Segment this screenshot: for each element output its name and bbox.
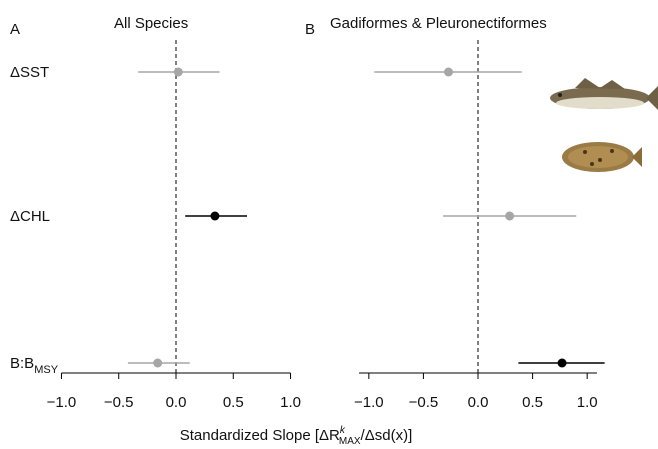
panel-title: All Species: [114, 15, 188, 32]
flounder-illustration: [562, 142, 642, 172]
x-axis-title-text: /Δsd(x)]: [361, 427, 413, 444]
x-tick-label: 1.0: [577, 394, 598, 411]
y-category-label: B:BMSY: [10, 355, 59, 376]
x-axis-title-sup: k: [340, 425, 346, 436]
y-category-label: ΔCHL: [10, 208, 50, 225]
x-tick-label: 1.0: [280, 394, 301, 411]
point-estimate: [153, 358, 163, 368]
x-axis-title: Standardized Slope [ΔRk MAX/Δsd(x)]: [180, 425, 412, 447]
panel-letter: A: [10, 21, 20, 38]
x-tick-label: 0.0: [468, 394, 489, 411]
panel-title: Gadiformes & Pleuronectiformes: [330, 15, 547, 32]
point-estimate: [173, 67, 183, 77]
x-tick-label: −1.0: [354, 394, 384, 411]
point-estimate: [210, 211, 220, 221]
y-category-label-sub: MSY: [34, 364, 59, 376]
x-tick-label: −1.0: [47, 394, 77, 411]
cod-illustration: [550, 78, 658, 110]
y-category-label: ΔSST: [10, 64, 49, 81]
x-tick-label: 0.5: [522, 394, 543, 411]
point-estimate: [444, 67, 454, 77]
y-category-label-text: B:B: [10, 355, 34, 372]
panel-letter: B: [305, 21, 315, 38]
x-tick-label: 0.0: [166, 394, 187, 411]
point-estimate: [557, 358, 567, 368]
x-tick-label: −0.5: [104, 394, 134, 411]
x-axis-title-sub: MAX: [339, 436, 361, 447]
x-axis-title-text: Standardized Slope [ΔR: [180, 427, 340, 444]
x-tick-label: −0.5: [409, 394, 439, 411]
x-tick-label: 0.5: [223, 394, 244, 411]
point-estimate: [505, 211, 515, 221]
